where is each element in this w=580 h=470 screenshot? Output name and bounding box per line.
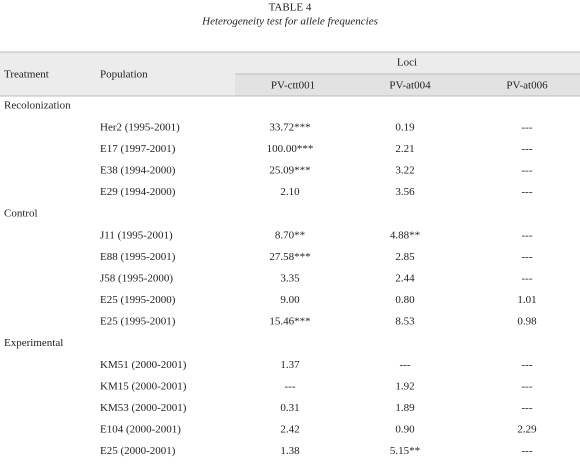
- value-cell: 9.00: [280, 294, 300, 306]
- value-cell: 0.80: [395, 294, 415, 306]
- column-header: PV-ctt001: [271, 80, 315, 92]
- value-cell: 2.42: [280, 424, 299, 436]
- value-cell: 3.22: [395, 165, 414, 177]
- population-cell: E17 (1997-2001): [100, 143, 176, 155]
- value-cell: 2.29: [517, 424, 537, 436]
- table-title: TABLE 4: [269, 2, 312, 14]
- population-cell: E25 (2000-2001): [100, 445, 176, 457]
- loci-header-band: [235, 74, 580, 96]
- population-cell: J11 (1995-2001): [100, 230, 173, 242]
- treatment-label: Recolonization: [4, 100, 71, 112]
- value-cell: 0.19: [395, 122, 415, 134]
- value-cell: 27.58***: [269, 251, 310, 263]
- value-cell: 0.98: [517, 316, 537, 328]
- value-cell: 25.09***: [269, 165, 310, 177]
- value-cell: ---: [522, 122, 533, 134]
- value-cell: 1.38: [280, 445, 300, 457]
- value-cell: ---: [522, 402, 533, 414]
- population-cell: KM51 (2000-2001): [100, 359, 187, 371]
- population-cell: E25 (1995-2000): [100, 294, 176, 306]
- value-cell: 33.72***: [269, 122, 310, 134]
- population-cell: E25 (1995-2001): [100, 316, 176, 328]
- value-cell: 1.01: [517, 294, 536, 306]
- value-cell: 1.89: [395, 402, 415, 414]
- value-cell: 1.37: [280, 359, 300, 371]
- column-header: PV-at006: [506, 80, 548, 92]
- column-header: PV-at004: [389, 80, 431, 92]
- value-cell: ---: [522, 186, 533, 198]
- population-cell: KM15 (2000-2001): [100, 381, 187, 393]
- value-cell: ---: [285, 381, 296, 393]
- value-cell: 2.10: [280, 186, 300, 198]
- value-cell: 3.35: [280, 273, 300, 285]
- treatment-label: Control: [4, 208, 38, 220]
- value-cell: 1.92: [395, 381, 414, 393]
- value-cell: 0.90: [395, 424, 415, 436]
- value-cell: ---: [522, 359, 533, 371]
- value-cell: ---: [522, 230, 533, 242]
- value-cell: 2.44: [395, 273, 415, 285]
- value-cell: 100.00***: [267, 143, 314, 155]
- value-cell: ---: [400, 359, 411, 371]
- value-cell: ---: [522, 273, 533, 285]
- value-cell: ---: [522, 143, 533, 155]
- value-cell: ---: [522, 381, 533, 393]
- value-cell: 4.88**: [390, 230, 420, 242]
- value-cell: 8.70**: [275, 230, 305, 242]
- population-cell: E38 (1994-2000): [100, 165, 176, 177]
- treatment-label: Experimental: [4, 337, 63, 349]
- population-cell: J58 (1995-2000): [100, 273, 173, 285]
- group-header: Loci: [397, 57, 417, 69]
- value-cell: 0.31: [280, 402, 299, 414]
- population-cell: E88 (1995-2001): [100, 251, 176, 263]
- value-cell: ---: [522, 251, 533, 263]
- population-cell: E104 (2000-2001): [100, 424, 181, 436]
- value-cell: 8.53: [395, 316, 415, 328]
- value-cell: 5.15**: [390, 445, 420, 457]
- column-header: Treatment: [4, 69, 49, 81]
- column-header: Population: [100, 69, 148, 81]
- value-cell: 15.46***: [269, 316, 310, 328]
- value-cell: ---: [522, 165, 533, 177]
- population-cell: E29 (1994-2000): [100, 186, 176, 198]
- population-cell: Her2 (1995-2001): [100, 122, 180, 134]
- value-cell: 3.56: [395, 186, 415, 198]
- table-subtitle: Heterogeneity test for allele frequencie…: [201, 16, 378, 28]
- value-cell: ---: [522, 445, 533, 457]
- value-cell: 2.85: [395, 251, 415, 263]
- population-cell: KM53 (2000-2001): [100, 402, 187, 414]
- value-cell: 2.21: [395, 143, 414, 155]
